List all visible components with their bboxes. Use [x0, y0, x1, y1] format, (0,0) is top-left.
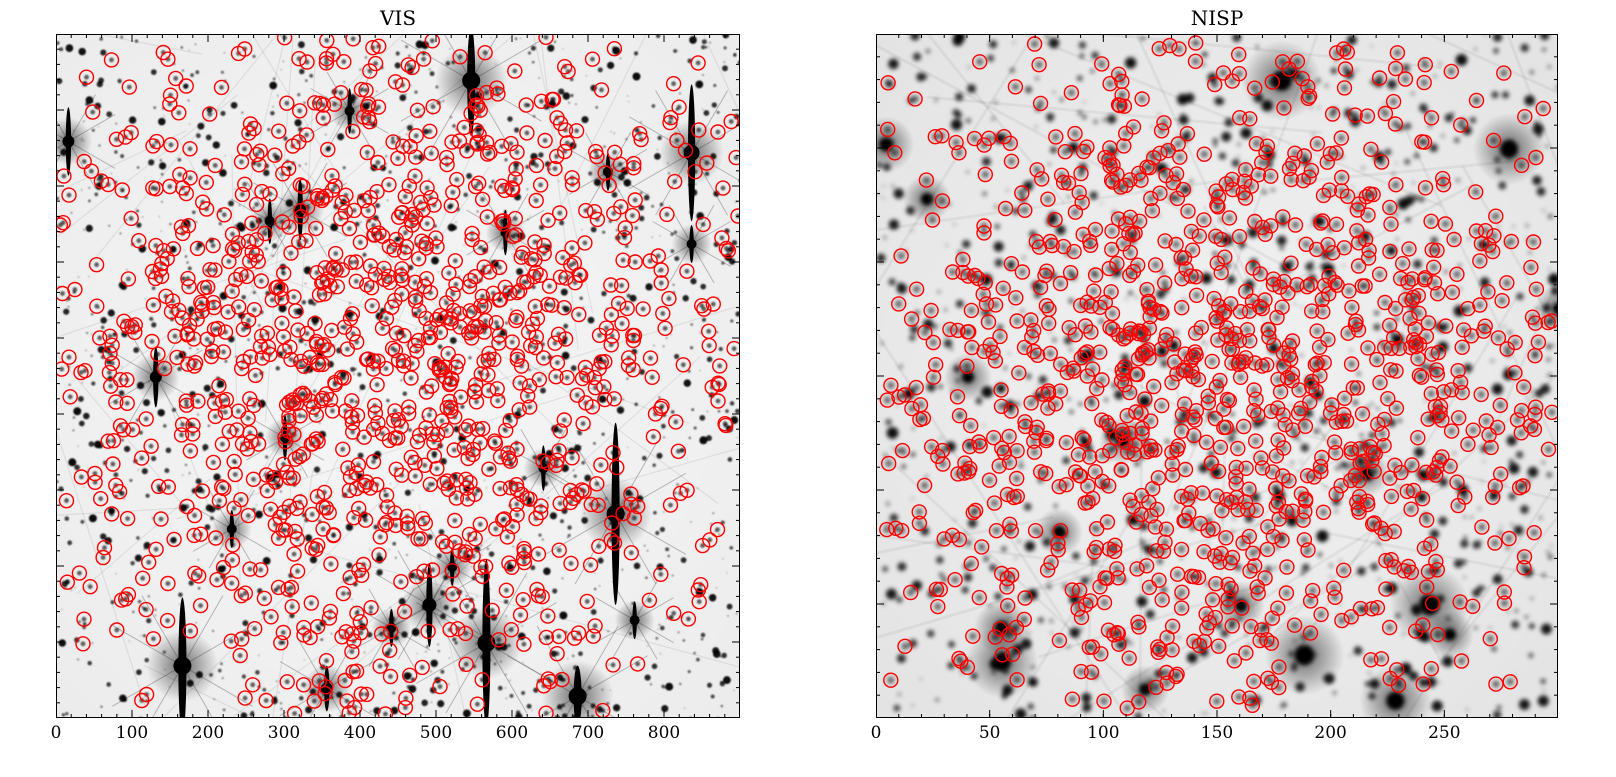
- star-field-image: [877, 35, 1557, 717]
- panel-title: NISP: [1190, 6, 1244, 30]
- x-tick-label: 200: [191, 723, 225, 743]
- panel-title: VIS: [379, 6, 417, 30]
- x-tick-label: 800: [647, 723, 681, 743]
- x-tick-label: 500: [419, 723, 453, 743]
- x-tick-label: 200: [1314, 723, 1347, 743]
- star-field-image: [57, 35, 739, 717]
- x-tick-label: 300: [267, 723, 301, 743]
- plot-area: [56, 34, 740, 718]
- x-tick-label: 150: [1200, 723, 1234, 743]
- x-tick-label: 100: [115, 723, 149, 743]
- x-tick-label: 700: [571, 723, 605, 743]
- x-tick-label: 0: [870, 723, 882, 743]
- detection-circles: [879, 35, 1557, 716]
- detection-circles: [57, 35, 739, 717]
- x-tick-label: 100: [1087, 723, 1120, 743]
- plot-area: [876, 34, 1558, 718]
- x-tick-label: 250: [1428, 723, 1461, 743]
- x-tick-label: 400: [343, 723, 377, 743]
- x-tick-label: 0: [50, 723, 62, 743]
- x-tick-label: 600: [495, 723, 529, 743]
- x-tick-label: 50: [978, 723, 1001, 743]
